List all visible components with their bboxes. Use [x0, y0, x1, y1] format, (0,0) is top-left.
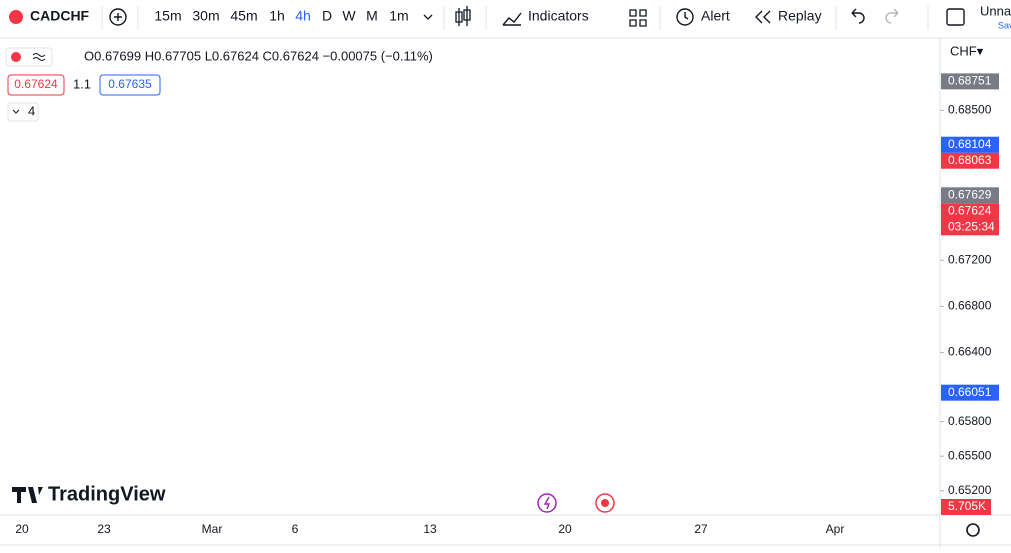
currency-selector[interactable]: CHF▾ — [950, 43, 984, 58]
spread: 1.1 — [73, 76, 91, 91]
layout-name[interactable]: Unna — [980, 3, 1011, 18]
volume-badge — [941, 499, 991, 515]
price-badge-label: 0.68751 — [948, 74, 992, 88]
price-badge — [941, 152, 999, 169]
price-badge-label: 0.67629 — [948, 187, 992, 201]
settings-button[interactable] — [966, 523, 980, 537]
x-tick-label: 27 — [694, 522, 708, 536]
alert-button[interactable]: Alert — [701, 8, 730, 24]
toolbar: CADCHF 15m 30m 45m 1h 4h D W M 1m Indicators Ale… — [0, 3, 1011, 39]
interval-button[interactable]: D — [322, 8, 332, 24]
x-tick-label: Apr — [826, 522, 845, 536]
interval-dropdown[interactable] — [423, 14, 433, 20]
compare-button[interactable] — [109, 8, 127, 26]
indicators-button[interactable]: Indicators — [528, 8, 589, 24]
y-tick-label: 0.66800 — [948, 298, 992, 312]
brand-name: TradingView — [48, 483, 166, 505]
chart-type-button[interactable] — [455, 6, 471, 26]
interval-button[interactable]: 1m — [389, 8, 408, 24]
replay-icon — [755, 10, 771, 24]
interval-button[interactable]: 45m — [230, 8, 257, 24]
buy-price[interactable]: 0.67635 — [108, 77, 152, 91]
sell-button[interactable] — [7, 74, 65, 96]
ohlc-legend: O0.67699 H0.67705 L0.67624 C0.67624 −0.0… — [84, 48, 433, 63]
price-badge — [941, 203, 999, 236]
fullscreen-button[interactable] — [946, 8, 965, 26]
price-badge-label: 0.66051 — [948, 385, 992, 399]
alert-icon — [676, 8, 694, 26]
x-tick-label: 23 — [97, 522, 111, 536]
economic-event-icon — [601, 499, 609, 507]
buy-button[interactable] — [99, 74, 161, 96]
indicator-count: 4 — [28, 103, 35, 118]
x-tick-label: 13 — [423, 522, 437, 536]
price-badge-label: 0.67624 — [948, 203, 992, 217]
y-tick-label: 0.66400 — [948, 345, 992, 359]
interval-button[interactable]: M — [366, 8, 378, 24]
overlay: O0.67699 H0.67705 L0.67624 C0.67624 −0.0… — [5, 43, 999, 537]
wave-icon — [32, 53, 46, 61]
indicators-toggle[interactable] — [7, 102, 39, 122]
y-tick-label: 0.67200 — [948, 252, 992, 266]
volume-badge-label: 5.705K — [948, 499, 986, 513]
compare-icon — [114, 13, 122, 21]
price-badge — [941, 187, 999, 204]
y-tick-label: 0.65800 — [948, 414, 992, 428]
symbol[interactable]: CADCHF — [30, 8, 90, 24]
price-badge-label: 0.68104 — [948, 137, 992, 151]
symbol-flag — [9, 10, 23, 24]
brand-logo — [12, 487, 43, 503]
countdown: 03:25:34 — [948, 219, 995, 233]
event-marker[interactable] — [537, 493, 557, 513]
indicators-icon — [502, 12, 522, 26]
x-tick-label: 20 — [558, 522, 572, 536]
interval-button[interactable]: 15m — [154, 8, 181, 24]
save-status: Sav — [998, 20, 1011, 30]
flag-icon — [11, 52, 21, 62]
x-tick-label: Mar — [202, 522, 223, 536]
chevron — [12, 109, 20, 114]
replay-button[interactable]: Replay — [778, 8, 822, 24]
sell-price[interactable]: 0.67624 — [14, 77, 58, 91]
alert-icon-hand — [684, 12, 689, 20]
y-tick-label: 0.68500 — [948, 102, 992, 116]
price-badge-label: 0.68063 — [948, 153, 992, 167]
price-badge — [941, 136, 999, 153]
price-badge — [941, 73, 999, 90]
x-tick-label: 6 — [292, 522, 299, 536]
redo-button[interactable] — [885, 8, 899, 24]
event-icon — [543, 496, 551, 510]
price-badge — [941, 384, 999, 401]
undo-button[interactable] — [851, 8, 865, 24]
y-tick-label: 0.65200 — [948, 483, 992, 497]
interval-group: 15m 30m 45m 1h 4h D W M 1m — [154, 8, 408, 24]
interval-button[interactable]: W — [342, 8, 356, 24]
interval-button[interactable]: 30m — [192, 8, 219, 24]
x-tick-label: 20 — [15, 522, 29, 536]
interval-button[interactable]: 4h — [295, 8, 311, 24]
interval-button[interactable]: 1h — [269, 8, 285, 24]
y-tick-label: 0.65500 — [948, 448, 992, 462]
layouts-button[interactable] — [629, 9, 647, 27]
